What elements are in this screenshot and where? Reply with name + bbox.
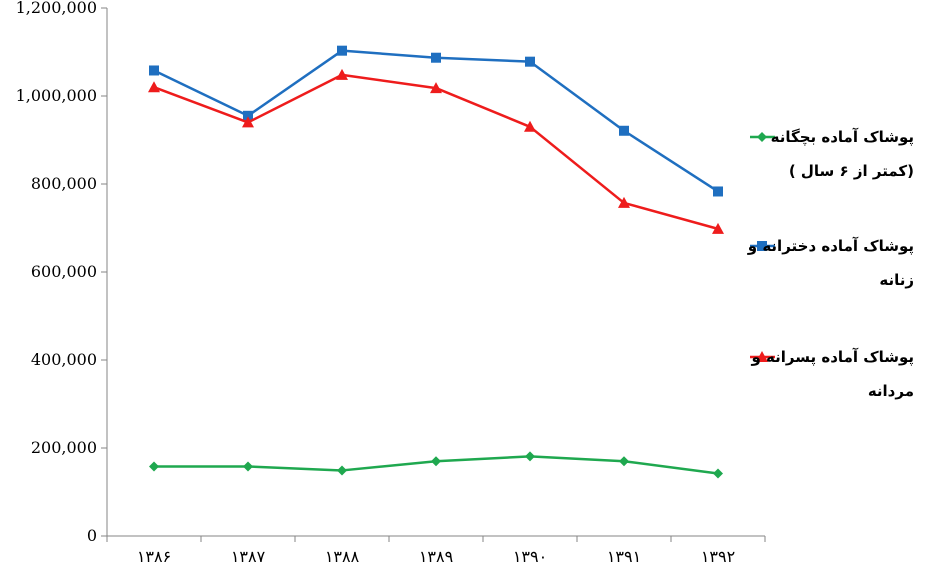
x-tick-label: ۱۳۹۱	[607, 547, 641, 566]
data-point	[431, 52, 441, 63]
data-point	[618, 196, 630, 208]
y-tick-label: 800,000	[31, 174, 97, 193]
data-point	[243, 110, 253, 121]
data-point	[149, 461, 159, 472]
data-point	[148, 81, 160, 93]
series-0	[149, 451, 723, 479]
legend-item-1: پوشاک آماده دخترانه و زنانه	[747, 237, 914, 289]
data-point	[430, 82, 442, 94]
legend-item-0: پوشاک آماده بچگانه (کمتر از ۶ سال )	[750, 128, 914, 180]
data-point	[712, 222, 724, 234]
data-point	[243, 461, 253, 472]
legend-label: (کمتر از ۶ سال )	[789, 162, 914, 180]
legend-label: زنانه	[879, 271, 914, 289]
series-line	[153, 49, 719, 193]
legend-label: پوشاک آماده بچگانه	[771, 128, 914, 147]
data-point	[525, 56, 535, 67]
legend-label: مردانه	[868, 382, 914, 400]
legend-swatch-marker	[757, 132, 767, 142]
series-line	[153, 73, 719, 231]
chart-axes	[101, 7, 766, 542]
data-point	[242, 116, 254, 128]
chart-series	[148, 45, 724, 479]
series-2	[148, 68, 724, 234]
data-point	[713, 468, 723, 479]
y-tick-label: 400,000	[31, 350, 97, 369]
data-point	[525, 451, 535, 462]
y-tick-label: 200,000	[31, 438, 97, 457]
y-tick-label: 1,200,000	[16, 0, 97, 17]
data-point	[336, 68, 348, 80]
chart-legend: پوشاک آماده بچگانه(کمتر از ۶ سال )پوشاک …	[747, 128, 914, 400]
legend-swatch-marker	[757, 241, 767, 251]
x-tick-label: ۱۳۸۷	[231, 547, 266, 566]
legend-swatch-marker	[756, 351, 768, 362]
data-point	[149, 65, 159, 76]
legend-label: پوشاک آماده پسرانه و	[751, 348, 914, 367]
x-tick-label: ۱۳۹۲	[701, 547, 735, 566]
legend-label: پوشاک آماده دخترانه و	[747, 237, 914, 256]
data-point	[524, 120, 536, 132]
legend-item-2: پوشاک آماده پسرانه و مردانه	[750, 348, 914, 400]
x-tick-label: ۱۳۸۹	[419, 547, 453, 566]
series-1	[149, 45, 723, 197]
x-tick-label: ۱۳۹۰	[513, 547, 547, 566]
x-tick-label: ۱۳۸۸	[325, 547, 360, 566]
data-point	[431, 456, 441, 467]
data-point	[337, 465, 347, 476]
y-tick-label: 0	[87, 526, 97, 545]
y-tick-label: 1,000,000	[16, 86, 97, 105]
data-point	[713, 186, 723, 197]
data-point	[619, 125, 629, 136]
data-point	[619, 456, 629, 467]
data-point	[337, 45, 347, 56]
y-tick-label: 600,000	[31, 262, 97, 281]
chart-tick-labels: 0 200,000 400,000 600,000 800,000 1,000,000 1,…	[16, 0, 736, 566]
x-tick-label: ۱۳۸۶	[137, 547, 171, 566]
